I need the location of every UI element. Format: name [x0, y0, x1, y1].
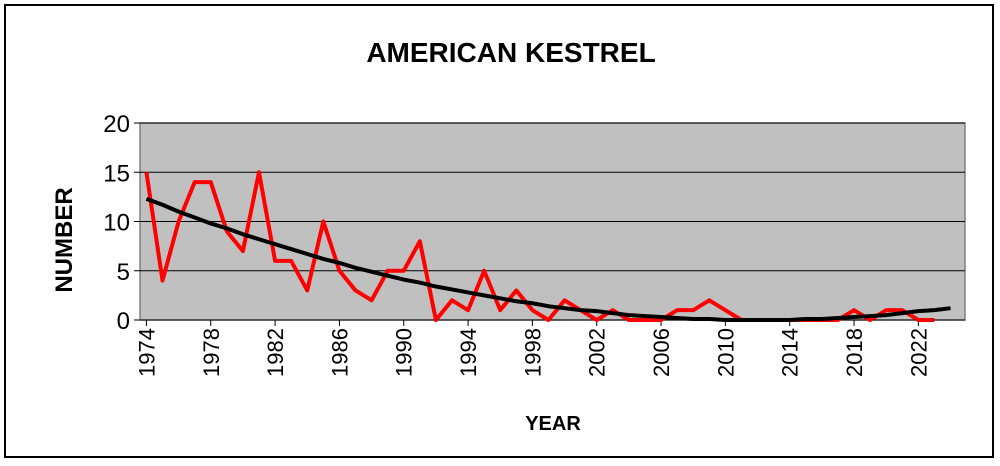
x-tick-label: 1990 — [392, 328, 417, 377]
y-tick-label: 10 — [103, 210, 130, 237]
series-line — [145, 196, 951, 322]
x-tick-label: 1998 — [520, 328, 545, 377]
x-tick-label: 2010 — [713, 328, 738, 377]
x-tick-label: 1994 — [456, 328, 481, 377]
x-tick-label: 1982 — [263, 328, 288, 377]
x-tick-label: 2006 — [649, 328, 674, 377]
y-tick-label: 20 — [103, 111, 130, 138]
y-tick-label: 15 — [103, 160, 130, 187]
x-tick-label: 1974 — [134, 328, 159, 377]
x-tick-label: 2022 — [906, 328, 931, 377]
y-tick-label: 0 — [117, 308, 130, 335]
x-tick-label: 2018 — [842, 328, 867, 377]
x-tick-label: 2014 — [778, 328, 803, 377]
y-tick-label: 5 — [117, 259, 130, 286]
chart-title: AMERICAN KESTREL — [366, 37, 655, 68]
x-tick-label: 2002 — [585, 328, 610, 377]
x-axis-label: YEAR — [525, 413, 581, 435]
x-tick-label: 1978 — [199, 328, 224, 377]
y-axis-label: NUMBER — [51, 187, 78, 292]
x-tick-label: 1986 — [327, 328, 352, 377]
